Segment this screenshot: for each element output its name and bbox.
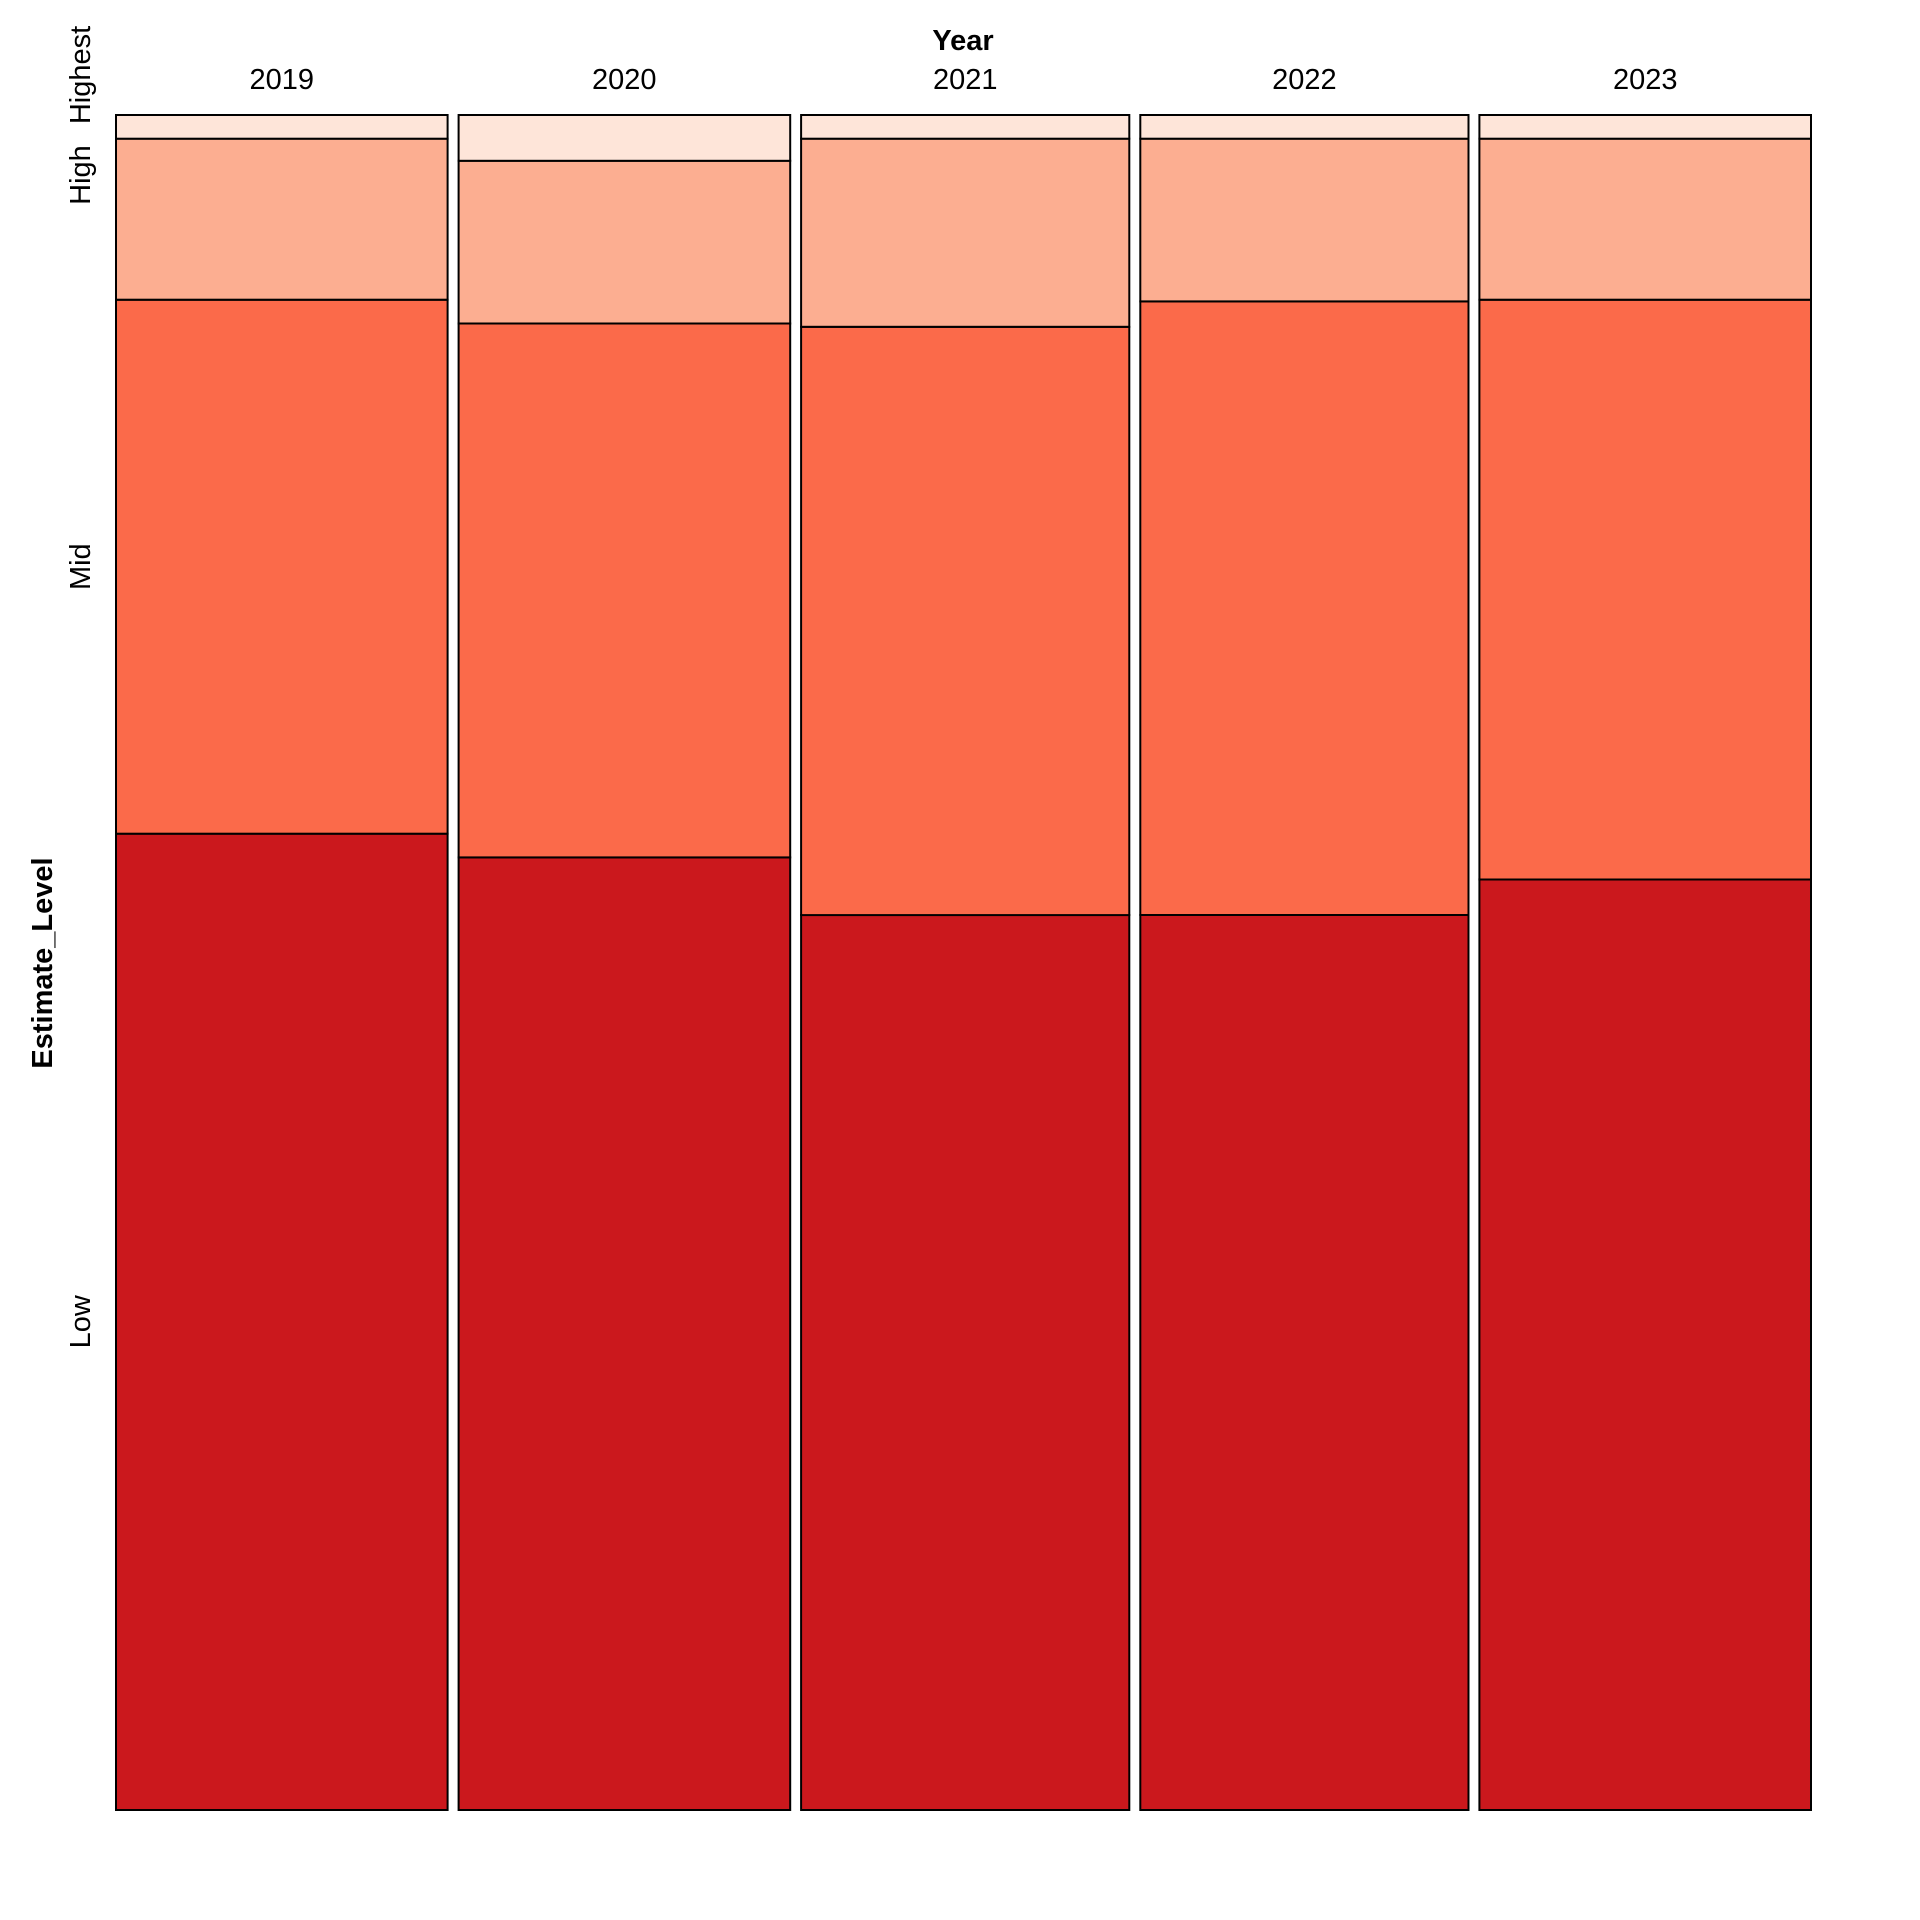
- x-tick-labels: 2019 2020 2021 2022 2023: [250, 64, 1678, 96]
- x-tick-label-2019: 2019: [250, 64, 315, 96]
- mosaic-tiles: [115, 114, 1813, 1811]
- tile-2022-low: [1139, 914, 1470, 1811]
- y-tick-label-mid: Mid: [65, 543, 97, 590]
- tile-2023-high: [1478, 137, 1813, 301]
- tile-2019-highest: [115, 114, 449, 140]
- x-axis-title: Year: [932, 25, 993, 57]
- x-tick-label-2022: 2022: [1272, 64, 1337, 96]
- x-tick-label-2020: 2020: [592, 64, 657, 96]
- tile-2020-mid: [457, 322, 792, 859]
- tile-2023-low: [1478, 878, 1813, 1811]
- tile-2021-mid: [800, 325, 1131, 917]
- tile-2019-high: [115, 137, 449, 301]
- tile-2021-high: [800, 137, 1131, 328]
- tile-2019-mid: [115, 298, 449, 835]
- tile-2022-high: [1139, 137, 1470, 303]
- tile-2019-low: [115, 832, 449, 1811]
- tile-2020-low: [457, 856, 792, 1811]
- y-axis-title: Estimate_Level: [27, 857, 59, 1068]
- y-tick-label-low: Low: [65, 1294, 97, 1348]
- y-tick-label-high: High: [65, 145, 97, 205]
- tile-2020-highest: [457, 114, 792, 162]
- tile-2022-highest: [1139, 114, 1470, 140]
- y-tick-label-highest: Highest: [65, 26, 97, 124]
- x-tick-label-2023: 2023: [1613, 64, 1678, 96]
- x-tick-label-2021: 2021: [933, 64, 998, 96]
- tile-2021-low: [800, 914, 1131, 1811]
- tile-2020-high: [457, 159, 792, 325]
- tile-2021-highest: [800, 114, 1131, 140]
- y-tick-labels: Low Mid High Highest: [65, 26, 97, 1349]
- tile-2023-mid: [1478, 298, 1813, 881]
- tile-2023-highest: [1478, 114, 1813, 140]
- tile-2022-mid: [1139, 300, 1470, 916]
